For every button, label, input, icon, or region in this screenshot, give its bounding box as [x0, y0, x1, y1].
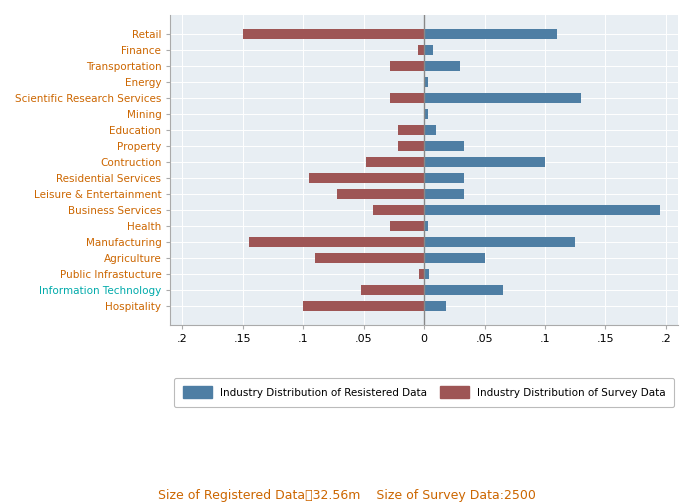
- Bar: [304, 300, 424, 311]
- Bar: [424, 77, 428, 87]
- Bar: [424, 93, 581, 103]
- Bar: [424, 237, 575, 247]
- Bar: [424, 189, 464, 199]
- Bar: [424, 29, 557, 39]
- Legend: Industry Distribution of Resistered Data, Industry Distribution of Survey Data: Industry Distribution of Resistered Data…: [175, 378, 674, 407]
- Bar: [424, 253, 484, 263]
- Bar: [418, 45, 424, 55]
- Bar: [424, 61, 460, 72]
- Bar: [390, 61, 424, 72]
- Bar: [424, 125, 437, 135]
- Bar: [374, 205, 424, 215]
- Bar: [424, 300, 446, 311]
- Bar: [398, 141, 424, 151]
- Bar: [398, 125, 424, 135]
- Bar: [390, 221, 424, 231]
- Bar: [361, 285, 424, 295]
- Bar: [424, 173, 464, 183]
- Bar: [243, 29, 424, 39]
- Bar: [390, 93, 424, 103]
- Bar: [424, 285, 502, 295]
- Bar: [424, 45, 432, 55]
- Bar: [249, 237, 424, 247]
- Bar: [315, 253, 424, 263]
- Bar: [424, 157, 545, 167]
- Bar: [424, 269, 429, 279]
- Text: Size of Registered Data：32.56m    Size of Survey Data:2500: Size of Registered Data：32.56m Size of S…: [157, 489, 536, 502]
- Bar: [337, 189, 424, 199]
- Bar: [309, 173, 424, 183]
- Bar: [424, 205, 660, 215]
- Bar: [424, 141, 464, 151]
- Bar: [424, 221, 428, 231]
- Bar: [366, 157, 424, 167]
- Bar: [419, 269, 424, 279]
- Bar: [424, 109, 428, 119]
